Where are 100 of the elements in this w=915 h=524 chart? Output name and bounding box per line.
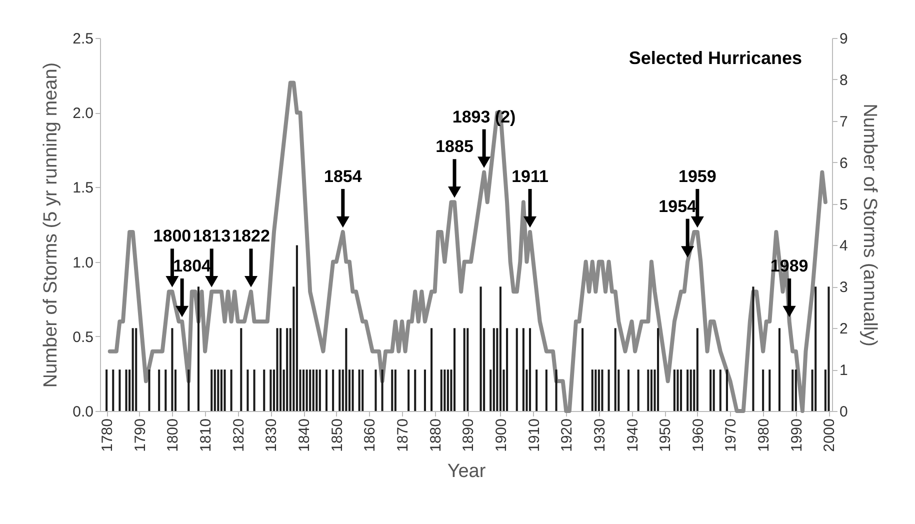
- x-tick-label: 1950: [657, 418, 674, 452]
- y2-tick-label: 8: [840, 72, 848, 89]
- annotation: 1800: [153, 226, 192, 246]
- x-tick-label: 1800: [164, 418, 182, 452]
- x-tick-label: 1820: [230, 418, 248, 452]
- bar: [374, 370, 377, 411]
- x-tick-label: 1960: [690, 418, 707, 452]
- y-tick-label: 2.0: [72, 105, 94, 122]
- bar: [440, 370, 442, 411]
- bar: [220, 370, 222, 411]
- bar: [446, 370, 449, 411]
- bar: [148, 370, 150, 411]
- bar: [188, 370, 190, 411]
- x-tick-label: 1920: [558, 418, 576, 452]
- bar: [528, 328, 532, 411]
- bar: [158, 370, 160, 411]
- bar: [362, 370, 364, 411]
- annotation: 1989: [770, 256, 808, 276]
- x-tick-label: 1870: [394, 418, 412, 452]
- y2-tick-label: 3: [840, 279, 848, 296]
- x-tick-label: 1790: [132, 418, 149, 452]
- bar: [358, 370, 360, 411]
- x-tick-label: 1910: [526, 418, 543, 452]
- bar: [125, 370, 128, 411]
- bar: [762, 370, 764, 411]
- x-tick-label: 1830: [263, 418, 280, 452]
- bar: [591, 370, 594, 411]
- bar: [680, 370, 682, 411]
- bar: [338, 370, 341, 411]
- bar: [414, 370, 416, 411]
- bar: [582, 328, 584, 411]
- bar: [627, 370, 630, 411]
- bar: [424, 370, 426, 411]
- annotation: 1959: [678, 166, 716, 186]
- bar: [650, 370, 652, 411]
- bar: [312, 370, 314, 411]
- x-tick-label: 1880: [427, 418, 444, 452]
- bar: [276, 328, 278, 411]
- bar: [106, 370, 108, 411]
- annotation: Selected Hurricanes: [628, 48, 802, 68]
- bar: [280, 328, 282, 411]
- y2-axis-title: Number of Storms (annually): [858, 104, 880, 346]
- bar: [794, 370, 797, 411]
- y2-tick-label: 0: [840, 404, 848, 420]
- bar: [594, 370, 597, 411]
- x-tick-label: 1980: [756, 418, 773, 452]
- bar: [302, 370, 305, 411]
- x-tick-label: 1990: [788, 418, 806, 452]
- annotation: 1885: [436, 137, 474, 156]
- bar: [719, 370, 722, 411]
- bar: [555, 370, 558, 411]
- bar: [306, 370, 308, 411]
- x-tick-label: 1900: [492, 418, 510, 452]
- annotation: 1822: [232, 226, 270, 246]
- bar: [240, 328, 242, 411]
- bar: [466, 328, 469, 411]
- y-tick-label: 0.5: [72, 328, 94, 346]
- bar: [676, 370, 679, 411]
- bar: [408, 370, 410, 411]
- line-series: [108, 80, 828, 413]
- x-tick-label: 2000: [821, 418, 838, 452]
- bar: [453, 328, 456, 411]
- bar: [463, 328, 466, 411]
- bar: [690, 370, 692, 411]
- x-tick-label: 1850: [328, 418, 346, 452]
- bar: [296, 245, 298, 411]
- bar: [270, 370, 272, 411]
- bar: [394, 370, 396, 411]
- y2-tick-label: 2: [840, 320, 848, 338]
- y-tick-label: 0.0: [72, 404, 94, 420]
- bar: [246, 370, 249, 411]
- y-axis-title: Number of Storms (5 yr running mean): [40, 62, 62, 388]
- annotation: 1813: [192, 226, 231, 246]
- bar: [768, 370, 771, 411]
- bar: [286, 328, 288, 411]
- x-tick-label: 1810: [198, 418, 215, 452]
- bar: [686, 370, 689, 411]
- y2-tick-label: 6: [840, 154, 848, 172]
- y2-tick-label: 9: [840, 30, 848, 48]
- x-tick-label: 1970: [722, 418, 740, 452]
- bar: [712, 370, 715, 411]
- x-tick-label: 1890: [460, 418, 478, 452]
- bar: [598, 370, 600, 411]
- bar: [309, 370, 312, 411]
- bar: [814, 286, 817, 411]
- y2-tick-label: 4: [840, 238, 848, 255]
- bar: [345, 328, 348, 411]
- bar: [516, 328, 518, 411]
- x-tick-label: 1860: [362, 418, 379, 452]
- bar: [608, 370, 610, 411]
- bar: [263, 370, 266, 411]
- bar: [224, 370, 226, 411]
- bar: [673, 370, 676, 411]
- bar: [230, 370, 232, 411]
- bar: [214, 370, 216, 411]
- bar: [253, 370, 256, 411]
- bar: [545, 370, 548, 411]
- bar: [506, 328, 508, 411]
- y2-tick-label: 5: [840, 196, 848, 214]
- bar: [210, 370, 213, 411]
